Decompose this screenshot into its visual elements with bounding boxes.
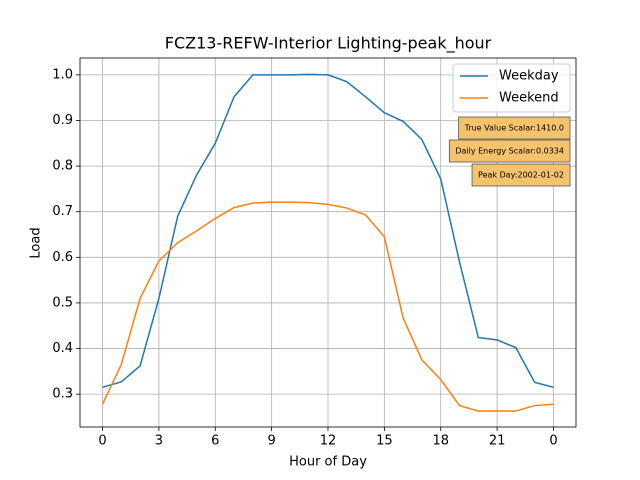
annotation-text: Peak Day:2002-01-02 [478, 171, 564, 180]
legend-label: Weekday [499, 69, 559, 84]
chart-title: FCZ13-REFW-Interior Lighting-peak_hour [165, 34, 492, 54]
x-tick-label: 3 [155, 434, 163, 449]
annotations: True Value Scalar:1410.0 Daily Energy Sca… [448, 116, 571, 187]
y-tick-label: 1.0 [52, 67, 73, 82]
annotation-text: Daily Energy Scalar:0.0334 [455, 147, 564, 156]
y-tick-label: 0.5 [52, 295, 73, 310]
plot-frame [79, 57, 577, 428]
legend: Weekday Weekend [452, 63, 571, 113]
legend-label: Weekend [499, 91, 559, 106]
x-tick-label: 0 [549, 434, 557, 449]
data-line [101, 201, 554, 412]
x-tick-label: 15 [376, 434, 393, 449]
y-tick-label: 0.3 [52, 387, 73, 402]
annotation-box [448, 139, 571, 163]
y-tick-label: 0.7 [52, 204, 73, 219]
x-tick-label: 12 [320, 434, 337, 449]
annotation-text: True Value Scalar:1410.0 [464, 124, 564, 133]
x-tick-label: 6 [211, 434, 219, 449]
x-tick-label: 9 [267, 434, 275, 449]
y-tick-label: 0.4 [52, 341, 73, 356]
x-tick-label: 0 [98, 434, 106, 449]
data-line [102, 73, 554, 389]
x-axis-label: Hour of Day [289, 455, 367, 470]
y-axis-label: Load [29, 227, 44, 258]
annotation-box [458, 116, 571, 140]
annotation-box [471, 163, 571, 187]
x-tick-label: 21 [489, 434, 506, 449]
y-tick-label: 0.9 [52, 113, 73, 128]
y-tick-label: 0.6 [52, 250, 73, 265]
y-tick-label: 0.8 [52, 159, 73, 174]
x-tick-label: 18 [432, 434, 449, 449]
